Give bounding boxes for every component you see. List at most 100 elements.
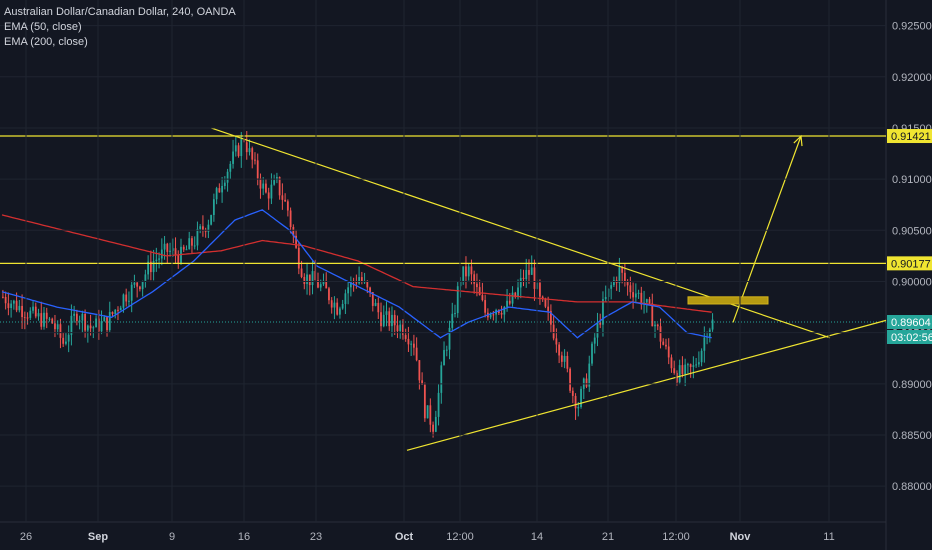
candle-body	[122, 294, 125, 308]
candle-body	[591, 343, 593, 364]
candle-body	[418, 360, 421, 381]
candle-body	[377, 302, 380, 313]
candle-body	[229, 163, 232, 172]
candle-body	[273, 180, 276, 185]
candle-body	[276, 177, 278, 181]
candle-body	[629, 285, 632, 293]
price-tag-label: 0.89604	[891, 317, 931, 329]
candle-body	[476, 283, 478, 288]
candle-body	[119, 307, 122, 311]
candle-body	[517, 287, 519, 298]
candle-body	[86, 325, 89, 331]
candle-body	[23, 317, 26, 319]
drawing-layer	[0, 127, 887, 451]
candle-body	[328, 288, 330, 301]
candle-body	[388, 311, 391, 327]
candle-body	[651, 303, 654, 327]
candle-body	[585, 378, 588, 387]
candle-body	[48, 318, 51, 320]
candle-body	[89, 325, 92, 329]
candle-body	[7, 303, 10, 308]
candle-body	[662, 341, 665, 345]
candle-body	[169, 250, 171, 252]
candle-body	[678, 365, 681, 383]
candle-body	[81, 313, 84, 321]
candle-body	[95, 318, 97, 328]
candle-body	[212, 199, 215, 215]
candle-body	[503, 306, 506, 315]
price-axis: 0.925000.920000.915000.910000.905000.900…	[0, 21, 932, 493]
candle-body	[240, 139, 243, 157]
y-tick-label: 0.90500	[892, 225, 932, 237]
candle-body	[139, 286, 141, 290]
ema50-line	[1, 209, 712, 339]
candle-body	[421, 380, 424, 385]
candle-body	[506, 300, 508, 307]
chart-title: Australian Dollar/Canadian Dollar, 240, …	[4, 6, 236, 18]
x-tick-label: 12:00	[446, 531, 474, 543]
candle-body	[254, 159, 256, 161]
candle-body	[467, 266, 470, 277]
candle-body	[347, 287, 350, 294]
candle-body	[245, 142, 248, 153]
candle-body	[54, 323, 56, 330]
candle-body	[2, 296, 4, 298]
candle-body	[21, 305, 23, 318]
candle-body	[355, 282, 358, 284]
candle-body	[689, 364, 692, 367]
candle-body	[234, 145, 237, 152]
candle-body	[174, 248, 177, 255]
candle-body	[341, 303, 344, 309]
candle-body	[106, 317, 108, 331]
candle-body	[10, 303, 13, 308]
candle-body	[659, 326, 662, 342]
candle-body	[539, 282, 541, 297]
candle-body	[519, 277, 522, 288]
candle-body	[158, 258, 160, 260]
candle-body	[569, 368, 571, 391]
candle-body	[667, 346, 670, 358]
chart-legend: Australian Dollar/Canadian Dollar, 240, …	[4, 5, 236, 50]
candle-body	[382, 314, 385, 327]
candle-body	[32, 306, 34, 311]
candle-body	[528, 270, 530, 275]
candle-body	[295, 235, 297, 248]
candle-body	[371, 292, 374, 306]
price-axis-background[interactable]	[886, 0, 932, 550]
candle-body	[322, 280, 325, 285]
candle-body	[259, 178, 262, 189]
candle-body	[336, 302, 339, 315]
candle-body	[51, 318, 54, 324]
candle-body	[645, 299, 648, 303]
candle-body	[670, 357, 673, 369]
candle-body	[155, 259, 158, 262]
candle-body	[448, 327, 451, 350]
candle-body	[75, 313, 78, 321]
candle-body	[108, 312, 111, 331]
candle-body	[40, 313, 43, 327]
candle-body	[415, 347, 418, 361]
candle-body	[566, 355, 569, 369]
time-axis-background[interactable]	[0, 522, 886, 550]
candle-body	[133, 282, 136, 285]
price-tag-label: 0.91421	[891, 131, 931, 143]
candle-body	[695, 364, 698, 366]
candle-body	[380, 312, 382, 327]
candle-body	[571, 390, 574, 396]
candle-body	[34, 306, 37, 317]
candle-body	[171, 248, 174, 251]
candle-body	[29, 310, 32, 318]
candle-body	[391, 314, 393, 327]
candle-body	[12, 300, 15, 304]
candle-body	[303, 276, 306, 284]
candle-body	[547, 306, 550, 311]
candle-body	[286, 201, 289, 211]
candle-body	[73, 313, 76, 316]
candle-body	[410, 343, 413, 345]
candle-body	[196, 228, 199, 246]
candle-body	[454, 313, 456, 315]
candle-body	[697, 362, 700, 365]
candle-body	[344, 293, 347, 304]
candle-body	[374, 302, 377, 306]
